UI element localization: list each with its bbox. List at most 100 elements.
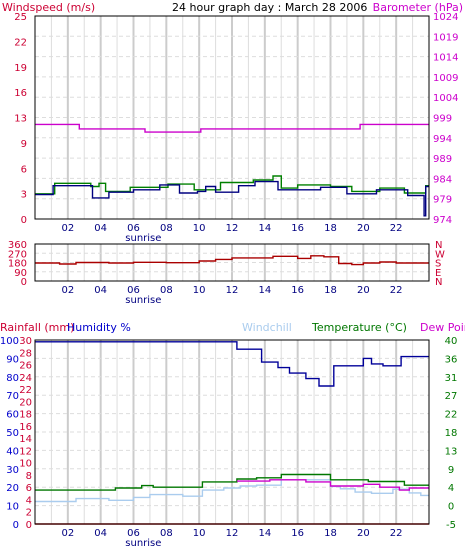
direction-tick: 0 [21, 277, 27, 288]
x-tick-label-temp: 20 [357, 528, 370, 539]
humidity-tick: 100 [0, 336, 19, 347]
barometer-tick: 1019 [433, 32, 458, 43]
x-tick-label-temp: 12 [226, 528, 239, 539]
rainfall-tick: 30 [19, 336, 32, 347]
x-tick-label-dir: 14 [258, 285, 271, 296]
compass-tick: N [435, 240, 442, 251]
windspeed-tick: 3 [21, 190, 27, 201]
humidity-tick: 10 [6, 502, 19, 513]
x-tick-label-temp: 14 [258, 528, 271, 539]
x-tick-label-dir: 22 [390, 285, 403, 296]
x-tick-label-temp: 16 [291, 528, 304, 539]
x-tick-label-temp: 22 [390, 528, 403, 539]
x-tick-label-wind: 14 [258, 223, 271, 234]
rainfall-tick: 16 [19, 422, 32, 433]
x-tick-label-wind: 06 [127, 223, 140, 234]
rainfall-tick: 20 [19, 397, 32, 408]
direction-tick: 90 [14, 268, 27, 279]
x-tick-label-wind: 22 [390, 223, 403, 234]
x-tick-label-temp: 18 [324, 528, 337, 539]
wind-panel-frame [34, 15, 430, 220]
rainfall-tick: 22 [19, 385, 32, 396]
windspeed-tick: 13 [14, 114, 27, 125]
temperature-tick: 36 [445, 354, 458, 365]
x-tick-label-wind: 08 [160, 223, 173, 234]
rainfall-tick: 18 [19, 410, 32, 421]
compass-tick: S [435, 259, 441, 270]
dewpoint-label: Dew Point [420, 321, 465, 334]
x-tick-label-temp: 04 [94, 528, 107, 539]
rainfall-tick: 24 [19, 373, 32, 384]
rainfall-tick: 10 [19, 459, 32, 470]
rainfall-tick: 12 [19, 446, 32, 457]
temperature-tick: 4 [448, 483, 454, 494]
rainfall-tick: 28 [19, 348, 32, 359]
temperature-tick: 13 [445, 446, 458, 457]
rainfall-tick: 8 [26, 471, 32, 482]
compass-tick: N [435, 277, 442, 288]
windspeed-tick: 9 [21, 139, 27, 150]
temperature-panel-frame [34, 339, 430, 525]
series-wind-direction [35, 255, 429, 266]
temperature-axis-label: Temperature (°C) [311, 321, 407, 334]
rainfall-tick: 4 [26, 495, 32, 506]
rainfall-tick: 14 [19, 434, 32, 445]
windchill-label: Windchill [242, 321, 292, 334]
humidity-tick: 30 [6, 465, 19, 476]
x-tick-label-dir: 10 [193, 285, 206, 296]
barometer-tick: 979 [433, 195, 452, 206]
humidity-tick: 80 [6, 373, 19, 384]
rainfall-tick: 26 [19, 361, 32, 372]
x-tick-label-wind: 12 [226, 223, 239, 234]
x-tick-label-wind: 16 [291, 223, 304, 234]
humidity-tick: 0 [13, 520, 19, 531]
sunrise-label-dir: sunrise [125, 295, 161, 306]
graph-title: 24 hour graph day : March 28 2006 [172, 1, 367, 14]
humidity-tick: 40 [6, 446, 19, 457]
windspeed-tick: 19 [14, 63, 27, 74]
series-wind-gust [35, 175, 429, 195]
x-tick-label-wind: 18 [324, 223, 337, 234]
x-tick-label-dir: 18 [324, 285, 337, 296]
windspeed-tick: 6 [21, 164, 27, 175]
windspeed-tick: 25 [14, 12, 27, 23]
temperature-tick: 31 [445, 373, 458, 384]
x-tick-label-dir: 16 [291, 285, 304, 296]
sunrise-label-wind: sunrise [125, 233, 161, 244]
temperature-tick: 9 [448, 465, 454, 476]
direction-panel-frame [34, 243, 430, 282]
windspeed-tick: 16 [14, 88, 27, 99]
series-temperature-c- [35, 473, 429, 491]
rainfall-tick: 2 [26, 508, 32, 519]
series-windchill [35, 479, 429, 503]
direction-tick: 180 [8, 259, 27, 270]
x-tick-label-temp: 08 [160, 528, 173, 539]
barometer-tick: 989 [433, 154, 452, 165]
temperature-tick: 0 [448, 502, 454, 513]
temperature-tick: 22 [445, 410, 458, 421]
x-tick-label-wind: 10 [193, 223, 206, 234]
x-tick-label-dir: 02 [61, 285, 74, 296]
humidity-tick: 70 [6, 391, 19, 402]
windspeed-axis-label: Windspeed (m/s) [2, 1, 95, 14]
direction-tick: 360 [8, 240, 27, 251]
temperature-tick: 27 [445, 391, 458, 402]
barometer-tick: 1014 [433, 53, 458, 64]
barometer-tick: 1009 [433, 73, 458, 84]
temperature-tick: -5 [446, 520, 456, 531]
series-barometer-hpa- [35, 123, 429, 133]
rainfall-tick: 6 [26, 483, 32, 494]
rainfall-axis-label: Rainfall (mm) [0, 321, 74, 334]
barometer-tick: 999 [433, 114, 452, 125]
compass-tick: E [435, 268, 441, 279]
x-tick-label-dir: 06 [127, 285, 140, 296]
humidity-tick: 90 [6, 354, 19, 365]
barometer-tick: 1024 [433, 12, 458, 23]
windspeed-tick: 22 [14, 37, 27, 48]
series-dew-point [236, 479, 429, 491]
barometer-tick: 984 [433, 174, 452, 185]
x-tick-label-wind: 04 [94, 223, 107, 234]
windspeed-tick: 0 [21, 215, 27, 226]
barometer-tick: 994 [433, 134, 452, 145]
